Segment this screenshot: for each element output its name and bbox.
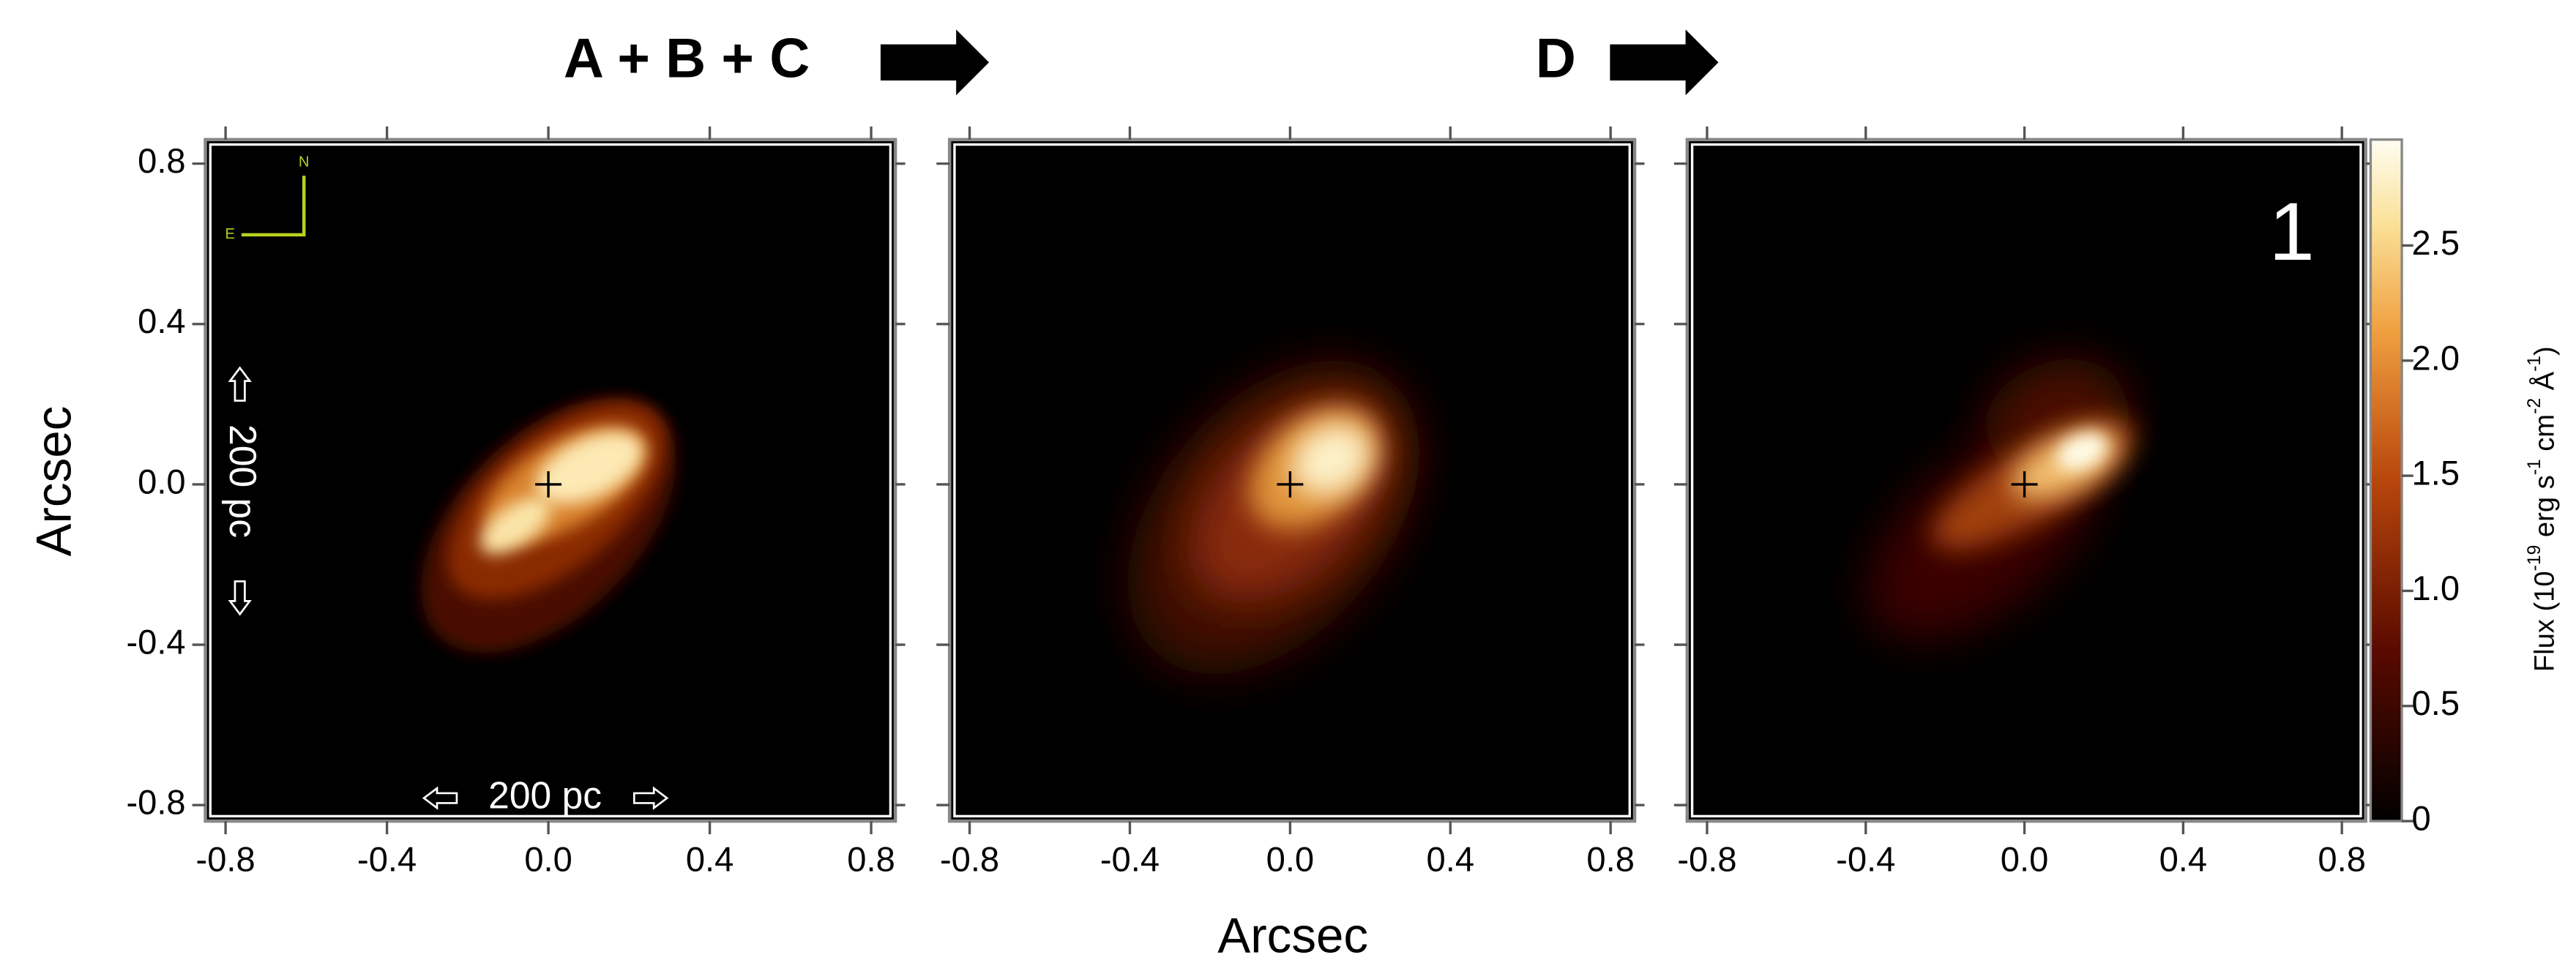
- center-cross: [535, 471, 562, 498]
- y-tick-label: -0.8: [126, 783, 185, 822]
- colorbar-label-part: cm: [2529, 414, 2561, 459]
- colorbar-label: Flux (10-19 erg s-1 cm-2 Å-1): [2524, 346, 2560, 672]
- x-tick-label: 0.8: [2318, 840, 2365, 879]
- x-tick-label: 0.4: [686, 840, 733, 879]
- colorbar-label-part: -1: [2524, 459, 2544, 475]
- colorbar-tick-label: 1.5: [2412, 454, 2460, 492]
- y-axis-label: Arcsec: [26, 406, 81, 557]
- scale-arrows: [422, 786, 669, 810]
- panel-label: 1: [2269, 185, 2315, 277]
- y-tick-label: 0.8: [138, 141, 186, 180]
- x-tick-label: 0.8: [1586, 840, 1635, 879]
- colorbar-tick-label: 2.0: [2412, 338, 2460, 377]
- plot-frame: [1690, 143, 2362, 818]
- colorbar-tick-label: 2.5: [2412, 223, 2460, 262]
- colorbar-tick-label: 1.0: [2412, 569, 2460, 607]
- center-cross: [1277, 471, 1304, 498]
- compass: [241, 176, 306, 237]
- x-tick-label: 0.0: [2001, 840, 2049, 879]
- colorbar-label-part: erg s: [2529, 475, 2561, 544]
- arrow: [880, 29, 990, 96]
- emission-image: [1127, 360, 1420, 675]
- compass-label: N: [299, 154, 310, 171]
- x-tick-label: -0.8: [940, 840, 999, 879]
- emission-image: [420, 397, 676, 653]
- colorbar-tick-label: 0.5: [2412, 683, 2460, 722]
- header: A + B + C: [564, 27, 810, 89]
- center-cross: [2011, 471, 2038, 498]
- scale-arrows: [228, 366, 252, 616]
- x-tick-label: 0.8: [847, 840, 895, 879]
- x-tick-label: 0.4: [2159, 840, 2208, 879]
- scale-label: 200 pc: [222, 424, 264, 538]
- plot-frame: [953, 143, 1631, 818]
- arrow: [1610, 29, 1719, 96]
- x-tick-label: 0.0: [524, 840, 572, 879]
- y-tick-label: 0.4: [138, 301, 186, 340]
- x-tick-label: -0.4: [1836, 840, 1895, 879]
- colorbar-label-part: Å: [2528, 371, 2561, 398]
- colorbar: [2369, 138, 2403, 823]
- scale-label: 200 pc: [488, 773, 602, 816]
- x-tick-label: 0.4: [1427, 840, 1475, 879]
- y-tick-label: -0.4: [126, 623, 185, 662]
- colorbar-label-part: ): [2529, 346, 2561, 356]
- header: D: [1536, 27, 1576, 89]
- x-tick-label: -0.4: [357, 840, 417, 879]
- emission: [535, 432, 643, 504]
- colorbar-tick-label: 0: [2412, 799, 2431, 838]
- emission: [1291, 424, 1370, 495]
- compass-label: E: [225, 226, 234, 242]
- emission: [2057, 432, 2108, 471]
- x-axis-label: Arcsec: [1217, 908, 1368, 963]
- plot-frame: [209, 143, 892, 818]
- x-tick-label: 0.0: [1266, 840, 1315, 879]
- y-tick-label: 0.0: [138, 462, 186, 501]
- colorbar-label-part: Flux (10: [2529, 571, 2561, 672]
- colorbar-label-part: -2: [2524, 398, 2544, 414]
- colorbar-label-part: -1: [2524, 356, 2544, 372]
- emission: [479, 496, 551, 555]
- x-tick-label: -0.8: [1677, 840, 1736, 879]
- colorbar-label-part: -19: [2524, 545, 2544, 572]
- x-tick-label: -0.8: [196, 840, 255, 879]
- x-tick-label: -0.4: [1100, 840, 1160, 879]
